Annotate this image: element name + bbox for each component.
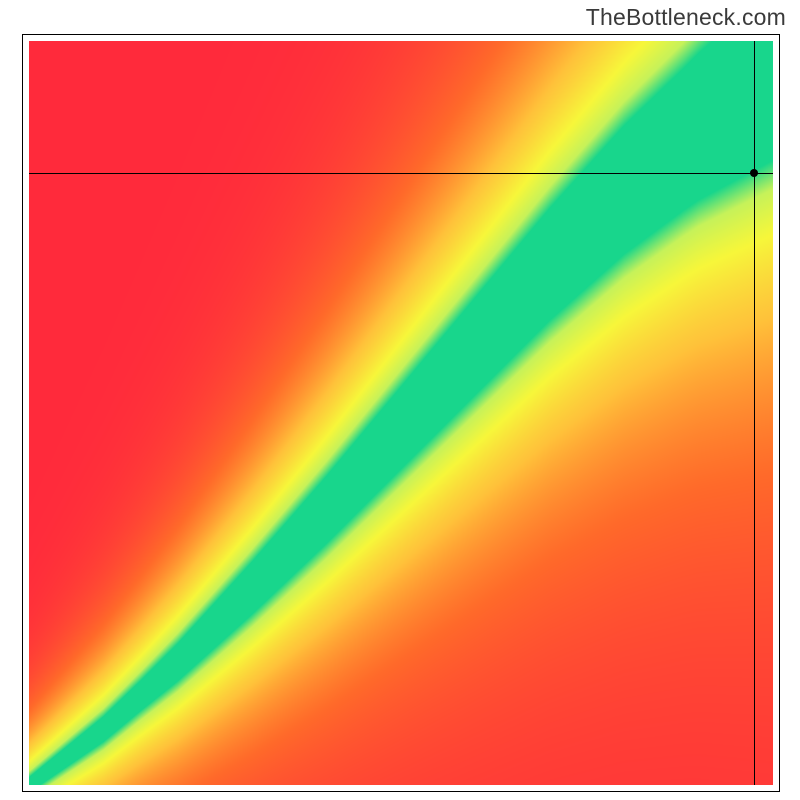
plot-area (29, 41, 773, 785)
crosshair-horizontal (29, 173, 773, 174)
watermark-text: TheBottleneck.com (586, 4, 786, 31)
root: TheBottleneck.com (0, 0, 800, 800)
plot-frame (22, 34, 780, 792)
heatmap-canvas (29, 41, 773, 785)
crosshair-vertical (754, 41, 755, 785)
crosshair-marker (750, 169, 758, 177)
